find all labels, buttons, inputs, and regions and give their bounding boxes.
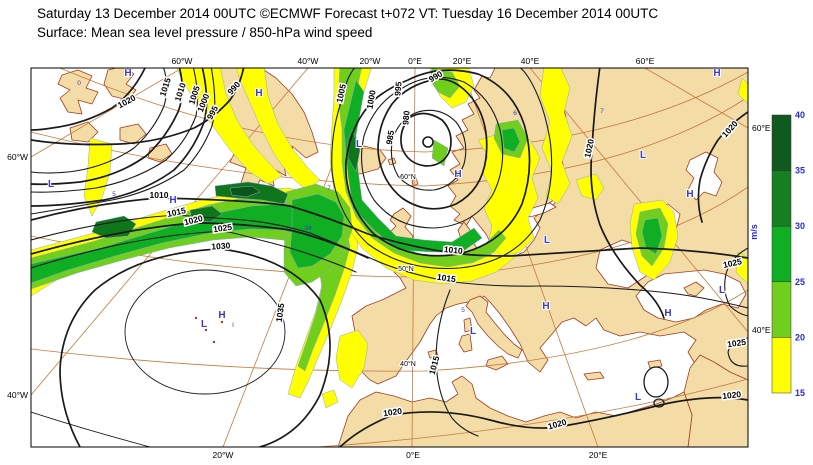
meridian-label-bottom: 20°W xyxy=(213,450,234,460)
contour-label: 1010 xyxy=(150,190,169,200)
middle-east xyxy=(683,354,748,447)
contour-label: 980 xyxy=(400,110,411,125)
sicily xyxy=(485,355,509,371)
legend-swatch-20-25 xyxy=(771,281,792,338)
chart-title: Saturday 13 December 2014 00UTC ©ECMWF F… xyxy=(37,6,659,21)
contour-label: 1035 xyxy=(274,302,287,322)
low-center-label: L xyxy=(356,139,362,150)
shetland xyxy=(411,177,419,187)
graticule-edge-labels: 60°W 40°W 20°W 0°E 20°E 40°E 60°E20°W 0°E 20°E60… xyxy=(7,56,771,460)
high-center-label: H xyxy=(218,310,225,321)
wind-band-25ms xyxy=(31,79,663,284)
contour-label: 1015 xyxy=(436,272,456,285)
grid-spot-value: 7 xyxy=(327,185,331,192)
legend-tick: 30 xyxy=(795,221,805,231)
spot-values: 0 5 7 34 7 I 5 6 xyxy=(77,80,604,329)
grid-spot-value: I xyxy=(232,322,234,329)
island-small xyxy=(69,121,99,143)
high-center-label: H xyxy=(169,195,176,206)
legend-tick: 15 xyxy=(795,388,805,398)
high-center-label: H xyxy=(124,68,131,79)
contour-label: 1025 xyxy=(213,222,233,235)
contour-label: 1010 xyxy=(443,244,463,256)
island-small2 xyxy=(119,123,147,145)
contour-label: 1020 xyxy=(383,406,403,419)
chart-subtitle: Surface: Mean sea level pressure / 850-h… xyxy=(37,25,373,40)
meridian-label-left: 40°W xyxy=(7,390,28,400)
meridian-label-bottom: 20°E xyxy=(589,450,608,460)
meridian-label-left: 60°W xyxy=(7,152,28,162)
crete xyxy=(583,371,605,381)
islands-peninsulas xyxy=(387,157,705,381)
meridian-label-top: 0°E xyxy=(408,56,422,66)
white-sea xyxy=(685,151,723,201)
island-baffin2 xyxy=(103,68,137,101)
contour-label: 1020 xyxy=(722,389,742,401)
grid-spot-value: 0 xyxy=(77,80,81,87)
legend-tick: 25 xyxy=(795,277,805,287)
high-center-label: H xyxy=(686,189,693,200)
meridian-label-right: 60°E xyxy=(752,123,771,133)
contour-label: 1025 xyxy=(727,337,747,350)
meridian-label-top: 40°E xyxy=(521,56,540,66)
contour-label: 1030 xyxy=(211,240,231,251)
meridian-label-top: 20°E xyxy=(453,56,472,66)
latitude-label: 50°N xyxy=(398,265,414,273)
sardinia xyxy=(458,333,473,353)
legend-swatch-35-40 xyxy=(771,114,792,171)
meridian-label-top: 20°W xyxy=(360,56,381,66)
legend-units: m/s xyxy=(749,224,759,240)
grid-spot-value: 34 xyxy=(304,225,312,232)
grid-spot-value: 5 xyxy=(112,191,116,198)
azores-dots xyxy=(194,316,224,344)
meridian-label-top: 60°E xyxy=(636,56,655,66)
latitude-labels: 60°N 50°N 40°N xyxy=(397,172,417,369)
map-frame xyxy=(30,67,749,448)
contour-label: 995 xyxy=(392,81,403,96)
low-center-label: L xyxy=(48,179,54,190)
high-center-label: H xyxy=(542,301,549,312)
low-center-label: L xyxy=(635,392,641,403)
legend-tick: 35 xyxy=(795,166,805,176)
high-center-label: H xyxy=(664,308,671,319)
high-center-label: H xyxy=(255,88,262,99)
meridian-label-right: 40°E xyxy=(752,325,771,335)
latitude-label: 40°N xyxy=(400,360,416,368)
legend-tick: 40 xyxy=(795,110,805,120)
crimea xyxy=(683,281,705,297)
pressure-contours xyxy=(31,68,748,447)
low-center-label: L xyxy=(719,285,725,296)
legend-swatch-25-30 xyxy=(771,225,792,283)
wind-band-35ms xyxy=(229,185,261,198)
italy xyxy=(465,295,523,359)
grid-spot-value: 7 xyxy=(600,108,604,115)
wind-speed-shading xyxy=(31,68,748,409)
legend-swatch-15-20 xyxy=(771,337,792,394)
grid-spot-value: 5 xyxy=(461,307,465,314)
legend-swatch-30-35 xyxy=(771,170,792,227)
meridian-label-top: 40°W xyxy=(298,56,319,66)
low-center-label: L xyxy=(470,326,476,337)
meridian-label-top: 60°W xyxy=(172,56,193,66)
low-center-label: L xyxy=(201,319,207,330)
wind-speed-legend: 40 35 30 25 20 15 m/s xyxy=(749,110,805,398)
low-center-label: L xyxy=(640,150,646,161)
legend-tick: 20 xyxy=(795,332,805,342)
low-center-ring xyxy=(422,136,434,148)
high-center-label: H xyxy=(713,68,720,79)
cyprus xyxy=(647,359,663,369)
meridian-label-bottom: 0°E xyxy=(406,450,420,460)
contour-label: 985 xyxy=(384,129,396,145)
high-center-label: H xyxy=(454,169,461,180)
low-center-label: L xyxy=(544,235,550,246)
island-baffin xyxy=(57,69,99,115)
corsica xyxy=(463,317,473,333)
grid-spot-value: 6 xyxy=(513,110,517,117)
latitude-label: 60°N xyxy=(400,173,416,181)
